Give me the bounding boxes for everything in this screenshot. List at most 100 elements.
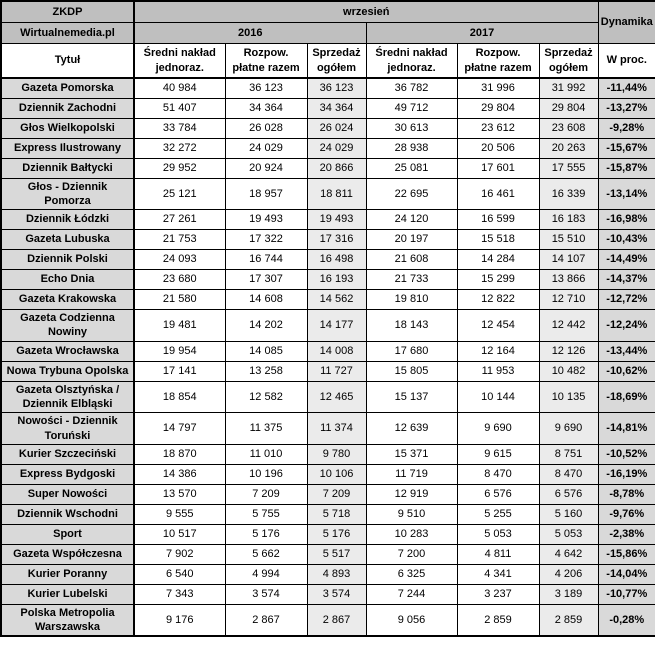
avg-circulation-2017-value: 12 919 <box>365 483 458 505</box>
total-sales-2017-value: 12 126 <box>538 340 599 362</box>
paid-distribution-2016-value: 17 307 <box>224 269 308 291</box>
newspaper-title: Kurier Poranny <box>0 563 135 585</box>
paid-distribution-2017-value: 4 341 <box>456 563 540 585</box>
table-row: Super Nowości 13 570 7 209 7 209 12 919 … <box>0 483 655 505</box>
paid-distribution-2016-value: 34 364 <box>224 97 308 119</box>
dynamics-percent-value: -14,37% <box>597 269 655 291</box>
paid-distribution-2017-value: 12 822 <box>456 289 540 311</box>
year-2017-header: 2017 <box>365 22 599 44</box>
paid-distribution-2017-value: 12 454 <box>456 309 540 342</box>
total-sales-2016-value: 9 780 <box>306 443 367 465</box>
avg-circulation-2016-value: 19 481 <box>133 309 226 342</box>
avg-circulation-2017-value: 12 639 <box>365 412 458 445</box>
total-sales-2016-value: 17 316 <box>306 229 367 251</box>
avg-circulation-2016-value: 7 343 <box>133 583 226 605</box>
site-label: Wirtualnemedia.pl <box>0 22 135 44</box>
total-sales-2016-value: 7 209 <box>306 483 367 505</box>
dynamics-percent-value: -8,78% <box>597 483 655 505</box>
table-row: Polska Metropolia Warszawska 9 176 2 867… <box>0 603 655 637</box>
total-sales-2016-value: 16 193 <box>306 269 367 291</box>
paid-distribution-2016-value: 24 029 <box>224 137 308 159</box>
avg-circulation-2017-value: 36 782 <box>365 77 458 99</box>
total-sales-2017-value: 5 160 <box>538 503 599 525</box>
dynamics-percent-value: -14,04% <box>597 563 655 585</box>
total-sales-2016-value: 11 374 <box>306 412 367 445</box>
avg-circulation-2016-value: 7 902 <box>133 543 226 565</box>
total-sales-2017-value: 16 183 <box>538 209 599 231</box>
table-row: Dziennik Polski 24 093 16 744 16 498 21 … <box>0 249 655 271</box>
newspaper-title: Dziennik Wschodni <box>0 503 135 525</box>
avg-circulation-2016-value: 19 954 <box>133 340 226 362</box>
total-sales-2016-value: 4 893 <box>306 563 367 585</box>
source-label: ZKDP <box>0 0 135 23</box>
paid-distribution-2016-value: 5 176 <box>224 523 308 545</box>
newspaper-title: Głos Wielkopolski <box>0 117 135 139</box>
avg-circulation-2016-value: 14 386 <box>133 463 226 485</box>
dynamics-percent-value: -13,14% <box>597 177 655 211</box>
paid-distribution-2017-value: 31 996 <box>456 77 540 99</box>
total-sales-2017-value: 16 339 <box>538 177 599 211</box>
total-sales-2017-value: 20 263 <box>538 137 599 159</box>
paid-distribution-2017-value: 17 601 <box>456 157 540 179</box>
avg-circulation-2017-value: 22 695 <box>365 177 458 211</box>
total-sales-2016-value: 14 177 <box>306 309 367 342</box>
avg-circulation-2016-value: 13 570 <box>133 483 226 505</box>
avg-circulation-2016-value: 9 555 <box>133 503 226 525</box>
paid-distribution-2017-value: 12 164 <box>456 340 540 362</box>
avg-circulation-2017-value: 15 805 <box>365 360 458 382</box>
newspaper-title: Kurier Szczeciński <box>0 443 135 465</box>
table-row: Dziennik Zachodni 51 407 34 364 34 364 4… <box>0 97 655 119</box>
paid-distribution-2017-value: 2 859 <box>456 603 540 637</box>
paid-distribution-2016-value: 20 924 <box>224 157 308 179</box>
avg-circulation-2017-value: 49 712 <box>365 97 458 119</box>
avg-circulation-2017-value: 18 143 <box>365 309 458 342</box>
total-sales-2016-value: 18 811 <box>306 177 367 211</box>
avg-circulation-2017-value: 25 081 <box>365 157 458 179</box>
dynamics-percent-value: -10,77% <box>597 583 655 605</box>
newspaper-title: Express Ilustrowany <box>0 137 135 159</box>
total-sales-2017-value: 12 442 <box>538 309 599 342</box>
total-sales-2016-value: 24 029 <box>306 137 367 159</box>
dynamics-percent-value: -10,43% <box>597 229 655 251</box>
total-sales-2017-value: 23 608 <box>538 117 599 139</box>
avg-circulation-2017-value: 20 197 <box>365 229 458 251</box>
total-sales-2016-value: 11 727 <box>306 360 367 382</box>
avg-circulation-2017-value: 6 325 <box>365 563 458 585</box>
total-sales-2017-value: 5 053 <box>538 523 599 545</box>
newspaper-title: Polska Metropolia Warszawska <box>0 603 135 637</box>
total-sales-2016-value: 36 123 <box>306 77 367 99</box>
avg-circulation-2016-value: 51 407 <box>133 97 226 119</box>
table-row: Kurier Lubelski 7 343 3 574 3 574 7 244 … <box>0 583 655 605</box>
total-sales-2017-value: 17 555 <box>538 157 599 179</box>
avg-circulation-2017-value: 15 371 <box>365 443 458 465</box>
table-row: Gazeta Lubuska 21 753 17 322 17 316 20 1… <box>0 229 655 251</box>
paid-distribution-2016-value: 14 202 <box>224 309 308 342</box>
table-row: Dziennik Bałtycki 29 952 20 924 20 866 2… <box>0 157 655 179</box>
table-row: Kurier Szczeciński 18 870 11 010 9 780 1… <box>0 443 655 465</box>
dynamics-percent-value: -18,69% <box>597 380 655 414</box>
avg-circulation-2016-value: 14 797 <box>133 412 226 445</box>
avg-circulation-2017-value: 9 056 <box>365 603 458 637</box>
total-sales-2017-value: 2 859 <box>538 603 599 637</box>
table-row: Gazeta Olsztyńska / Dziennik Elbląski 18… <box>0 380 655 414</box>
paid-distribution-2017-value: 6 576 <box>456 483 540 505</box>
paid-distribution-2016-value: 4 994 <box>224 563 308 585</box>
paid-distribution-2016-value: 17 322 <box>224 229 308 251</box>
total-sales-2016-value: 16 498 <box>306 249 367 271</box>
paid-distribution-2016-value: 18 957 <box>224 177 308 211</box>
avg-circulation-2016-value: 18 870 <box>133 443 226 465</box>
dynamics-percent-value: -10,52% <box>597 443 655 465</box>
avg-circulation-2016-header: Średni nakład jednoraz. <box>133 43 226 79</box>
total-sales-2017-value: 13 866 <box>538 269 599 291</box>
total-sales-2017-value: 10 482 <box>538 360 599 382</box>
dynamics-percent-value: -15,87% <box>597 157 655 179</box>
table-row: Głos - Dziennik Pomorza 25 121 18 957 18… <box>0 177 655 211</box>
month-header: wrzesień <box>133 0 599 23</box>
dynamics-percent-value: -15,86% <box>597 543 655 565</box>
paid-distribution-2017-value: 16 599 <box>456 209 540 231</box>
paid-distribution-2016-value: 2 867 <box>224 603 308 637</box>
table-row: Express Bydgoski 14 386 10 196 10 106 11… <box>0 463 655 485</box>
paid-distribution-2016-header: Rozpow. płatne razem <box>224 43 308 79</box>
paid-distribution-2017-value: 9 615 <box>456 443 540 465</box>
dynamics-percent-value: -10,62% <box>597 360 655 382</box>
